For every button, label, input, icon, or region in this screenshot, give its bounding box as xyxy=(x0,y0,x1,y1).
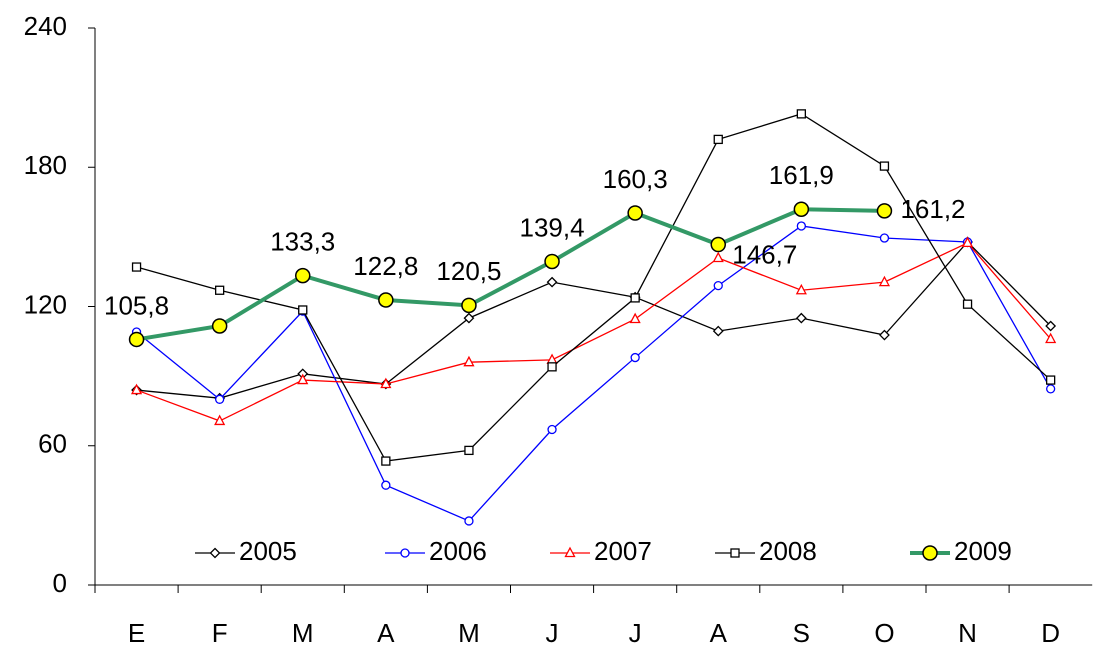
data-point xyxy=(879,161,890,171)
legend-marker xyxy=(209,547,221,559)
data-label: 146,7 xyxy=(732,239,797,269)
legend-label: 2007 xyxy=(594,536,652,566)
data-point xyxy=(796,109,806,119)
x-tick-label: S xyxy=(793,618,810,648)
x-tick-label: M xyxy=(292,618,314,648)
data-point xyxy=(544,253,560,270)
data-point xyxy=(463,312,475,324)
data-point xyxy=(962,299,973,309)
data-point xyxy=(214,414,226,426)
data-point xyxy=(878,275,891,287)
data-point xyxy=(461,297,477,314)
data-point xyxy=(464,445,474,456)
data-point xyxy=(627,205,643,221)
data-point xyxy=(879,233,890,243)
data-point xyxy=(128,331,145,348)
x-tick-label: N xyxy=(958,618,977,648)
data-label: 105,8 xyxy=(104,290,169,320)
x-tick-label: A xyxy=(377,618,395,648)
data-point xyxy=(214,394,225,404)
data-point xyxy=(130,383,143,395)
data-point xyxy=(298,305,308,315)
data-label: 133,3 xyxy=(270,227,335,257)
series-line xyxy=(136,241,1052,399)
legend-label: 2006 xyxy=(429,536,487,566)
series-line xyxy=(136,225,1052,522)
data-point xyxy=(547,362,557,372)
data-point xyxy=(713,134,723,145)
data-point xyxy=(1046,375,1056,385)
series-line xyxy=(136,242,1052,422)
data-point xyxy=(297,373,309,385)
data-point xyxy=(795,283,807,295)
x-tick-label: D xyxy=(1041,618,1060,648)
data-point xyxy=(131,262,142,272)
x-tick-label: E xyxy=(128,618,145,648)
series-line xyxy=(136,113,1052,462)
y-tick-label: 60 xyxy=(38,429,67,459)
y-tick-label: 120 xyxy=(24,289,67,319)
data-point xyxy=(630,352,640,363)
data-point xyxy=(629,312,641,324)
data-point xyxy=(961,236,974,248)
legend-marker xyxy=(922,545,938,561)
data-point xyxy=(710,236,726,253)
x-tick-label: M xyxy=(458,618,480,648)
data-point xyxy=(381,480,391,490)
legend-label: 2008 xyxy=(759,536,817,566)
data-point xyxy=(546,353,558,365)
data-point xyxy=(1045,320,1057,332)
data-point xyxy=(214,285,225,295)
data-point xyxy=(546,276,558,288)
data-point xyxy=(378,292,394,308)
x-tick-label: A xyxy=(710,618,728,648)
y-tick-label: 240 xyxy=(24,11,67,41)
data-point xyxy=(630,293,640,303)
y-tick-label: 180 xyxy=(24,150,67,180)
legend-label: 2009 xyxy=(954,536,1012,566)
data-point xyxy=(381,456,391,466)
x-tick-label: F xyxy=(212,618,228,648)
x-tick-label: O xyxy=(874,618,894,648)
data-point xyxy=(1046,384,1056,394)
data-point xyxy=(793,201,810,218)
data-label: 122,8 xyxy=(353,251,418,281)
data-label: 161,2 xyxy=(900,194,965,224)
data-point xyxy=(464,516,474,526)
legend-marker xyxy=(400,548,410,558)
data-point xyxy=(713,280,723,291)
data-point xyxy=(796,221,806,231)
series-line xyxy=(136,207,885,342)
data-label: 160,3 xyxy=(603,164,668,194)
y-tick-label: 0 xyxy=(53,568,67,598)
legend-marker xyxy=(564,546,576,558)
data-point xyxy=(795,312,807,324)
legend-label: 2005 xyxy=(239,536,297,566)
data-point xyxy=(463,355,475,367)
x-tick-label: J xyxy=(546,618,559,648)
data-point xyxy=(879,329,890,341)
data-point xyxy=(712,325,724,337)
legend-marker xyxy=(730,548,740,558)
data-label: 139,4 xyxy=(520,212,585,242)
data-point xyxy=(1045,332,1057,344)
data-point xyxy=(712,251,724,263)
data-label: 120,5 xyxy=(436,256,501,286)
x-tick-label: J xyxy=(629,618,642,648)
data-point xyxy=(380,377,392,389)
data-label: 161,9 xyxy=(769,160,834,190)
data-point xyxy=(211,318,228,334)
data-point xyxy=(876,203,893,219)
data-point xyxy=(547,424,557,435)
data-point xyxy=(295,267,311,284)
